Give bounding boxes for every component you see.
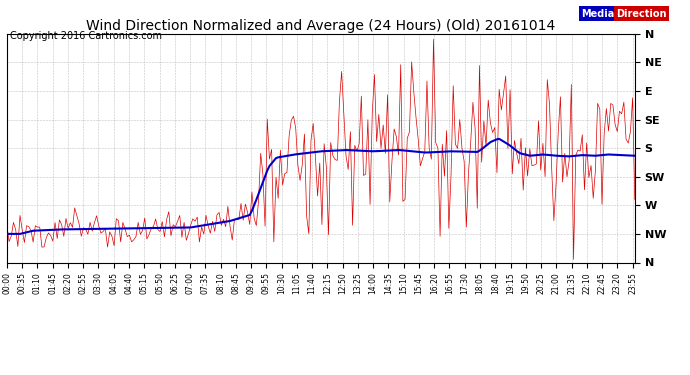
Text: Median: Median: [581, 9, 621, 19]
Text: Copyright 2016 Cartronics.com: Copyright 2016 Cartronics.com: [10, 32, 162, 41]
Title: Wind Direction Normalized and Average (24 Hours) (Old) 20161014: Wind Direction Normalized and Average (2…: [86, 19, 555, 33]
Text: Direction: Direction: [616, 9, 667, 19]
